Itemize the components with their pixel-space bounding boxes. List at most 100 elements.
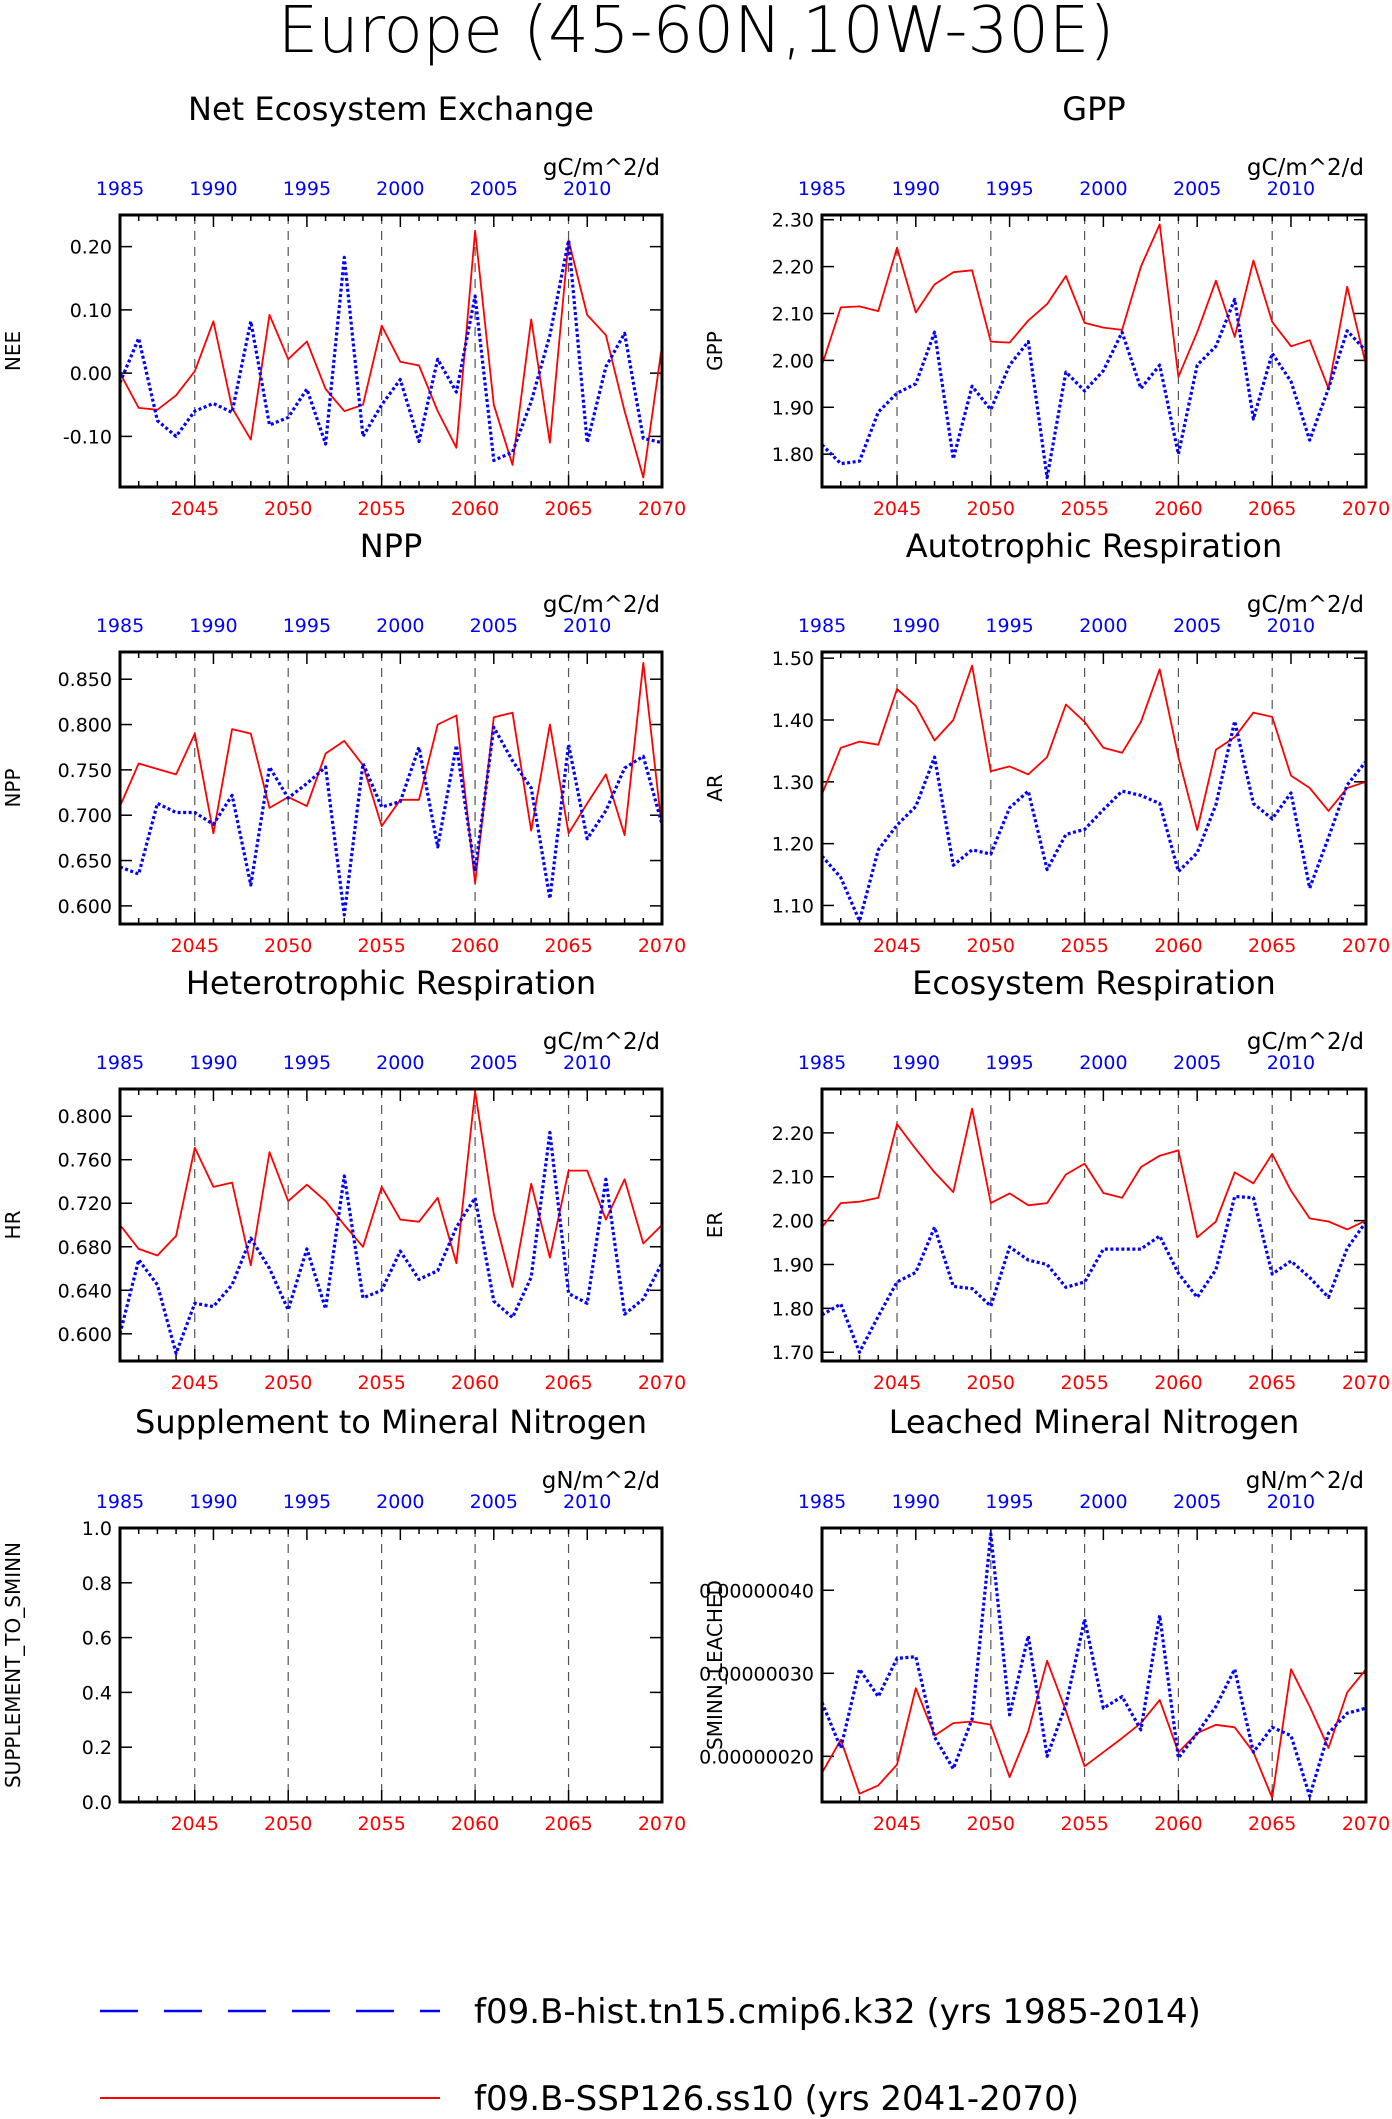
x-tick-label-bottom: 2065 (544, 1813, 592, 1835)
x-tick-label-bottom: 2070 (638, 1372, 686, 1394)
panel-leached: Leached Mineral Nitrogen gN/m^2/d SMINN_LE… (699, 1403, 1390, 1835)
units-label: gC/m^2/d (543, 592, 660, 618)
series-line-ssp126 (821, 664, 1367, 831)
x-tick-label-top: 1985 (96, 1052, 144, 1074)
series-line-historical (821, 1194, 1368, 1354)
x-tick-label-top: 1995 (985, 615, 1033, 637)
x-tick-label-bottom: 2045 (873, 1813, 921, 1835)
x-tick-label-bottom: 2045 (873, 498, 921, 520)
x-tick-label-top: 1990 (189, 1052, 237, 1074)
x-tick-label-top: 2000 (376, 178, 424, 200)
y-tick-label: 2.20 (772, 257, 814, 279)
y-tick-label: 0.4 (82, 1682, 112, 1704)
legend-hist-label: f09.B-hist.tn15.cmip6.k32 (yrs 1985-2014… (474, 1992, 1201, 2032)
panel-title: Supplement to Mineral Nitrogen (135, 1403, 647, 1441)
x-tick-label-bottom: 2070 (1342, 1372, 1390, 1394)
x-tick-label-bottom: 2060 (1154, 935, 1202, 957)
x-tick-label-bottom: 2060 (451, 498, 499, 520)
y-tick-label: 1.70 (772, 1342, 814, 1364)
x-tick-label-top: 2000 (1079, 615, 1127, 637)
x-tick-label-bottom: 2050 (967, 498, 1015, 520)
x-tick-label-top: 2005 (470, 1052, 518, 1074)
series-line-ssp126 (821, 1659, 1367, 1799)
y-axis-label: HR (1, 1210, 25, 1239)
y-axis-label: AR (703, 774, 727, 802)
x-tick-label-bottom: 2045 (873, 935, 921, 957)
panel-nee: Net Ecosystem Exchange gC/m^2/d NEE 2045 205… (1, 90, 686, 520)
x-tick-label-top: 2010 (563, 615, 611, 637)
units-label: gC/m^2/d (1247, 155, 1364, 181)
panel-supp: Supplement to Mineral Nitrogen gN/m^2/d SU… (1, 1403, 686, 1835)
panel-title: Leached Mineral Nitrogen (889, 1403, 1300, 1441)
plot-frame (820, 213, 1368, 489)
x-tick-label-bottom: 2065 (544, 1372, 592, 1394)
y-tick-label: 0.850 (58, 669, 112, 691)
y-tick-label: 1.20 (772, 834, 814, 856)
x-tick-label-top: 1985 (798, 1491, 846, 1513)
series-line-ssp126 (119, 662, 663, 885)
x-tick-label-bottom: 2050 (967, 935, 1015, 957)
x-tick-label-bottom: 2065 (1248, 1813, 1296, 1835)
y-tick-label: 1.10 (772, 895, 814, 917)
x-tick-label-top: 1990 (892, 1491, 940, 1513)
x-tick-label-top: 2005 (470, 178, 518, 200)
y-tick-label: 0.800 (58, 715, 112, 737)
units-label: gC/m^2/d (1247, 1029, 1364, 1055)
series-line-historical (119, 725, 664, 917)
y-tick-label: 1.80 (772, 1298, 814, 1320)
x-tick-label-top: 1995 (283, 615, 331, 637)
x-tick-label-bottom: 2060 (1154, 1813, 1202, 1835)
x-tick-label-top: 1990 (189, 1491, 237, 1513)
x-tick-label-bottom: 2055 (357, 1813, 405, 1835)
x-tick-label-top: 2010 (563, 1052, 611, 1074)
x-tick-label-bottom: 2055 (1060, 1813, 1108, 1835)
x-tick-label-top: 1990 (892, 1052, 940, 1074)
x-tick-label-bottom: 2070 (1342, 498, 1390, 520)
y-tick-label: 1.90 (772, 397, 814, 419)
series-line-ssp126 (821, 223, 1367, 390)
x-tick-label-top: 1985 (798, 615, 846, 637)
x-tick-label-top: 1995 (985, 1052, 1033, 1074)
figure-title: Europe (45-60N,10W-30E) (278, 0, 1115, 68)
y-tick-label: 0.640 (58, 1280, 112, 1302)
y-tick-label: 2.30 (772, 210, 814, 232)
panel-title: Ecosystem Respiration (912, 964, 1276, 1002)
units-label: gN/m^2/d (1246, 1468, 1364, 1494)
x-tick-label-top: 1985 (96, 178, 144, 200)
plot-frame (118, 650, 664, 926)
x-tick-label-top: 1995 (985, 1491, 1033, 1513)
y-axis-label: SMINN_LEACHED (703, 1580, 727, 1750)
y-tick-label: 0.20 (70, 237, 112, 259)
x-tick-label-bottom: 2050 (967, 1372, 1015, 1394)
y-tick-label: -0.10 (63, 426, 112, 448)
y-tick-label: 0.680 (58, 1237, 112, 1259)
panel-title: NPP (360, 527, 423, 565)
x-tick-label-bottom: 2055 (357, 1372, 405, 1394)
units-label: gN/m^2/d (542, 1468, 660, 1494)
panel-npp: NPP gC/m^2/d NPP 2045 2050 2055 2060 2065 2070 19… (1, 527, 686, 957)
x-tick-label-top: 1985 (798, 178, 846, 200)
x-tick-label-bottom: 2050 (264, 1372, 312, 1394)
series-line-historical (820, 719, 1368, 923)
x-tick-label-bottom: 2050 (264, 498, 312, 520)
series-line-ssp126 (119, 229, 663, 479)
x-tick-label-bottom: 2055 (1060, 1372, 1108, 1394)
y-tick-label: 0.600 (58, 1324, 112, 1346)
y-tick-label: 0.800 (58, 1106, 112, 1128)
y-tick-label: 0.700 (58, 805, 112, 827)
y-tick-label: 2.00 (772, 350, 814, 372)
x-tick-label-top: 2005 (470, 1491, 518, 1513)
y-axis-label: NPP (1, 768, 25, 807)
x-tick-label-bottom: 2070 (1342, 935, 1390, 957)
plot-frame (820, 1087, 1368, 1363)
chart-panels: Net Ecosystem Exchange gC/m^2/d NEE 2045 205… (1, 90, 1390, 1835)
y-tick-label: 0.600 (58, 896, 112, 918)
x-tick-label-top: 2000 (376, 1491, 424, 1513)
y-tick-label: 1.0 (82, 1518, 112, 1540)
x-tick-label-top: 2005 (1173, 1052, 1221, 1074)
x-tick-label-bottom: 2065 (1248, 935, 1296, 957)
x-tick-label-top: 1990 (892, 178, 940, 200)
series-line-historical (118, 238, 663, 462)
x-tick-label-bottom: 2070 (638, 935, 686, 957)
